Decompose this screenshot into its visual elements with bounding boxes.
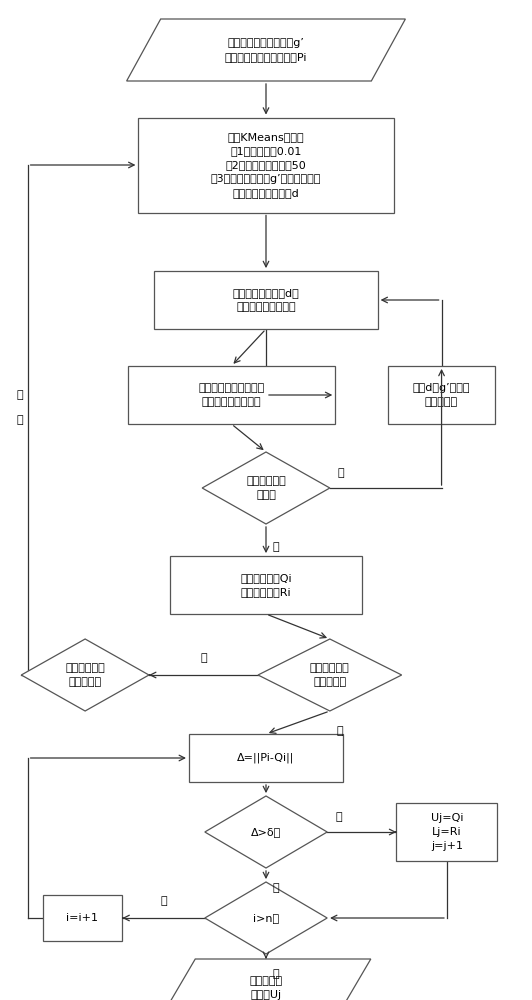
Text: 否: 否 (200, 653, 207, 663)
Polygon shape (127, 19, 405, 81)
Text: i=i+1: i=i+1 (66, 913, 98, 923)
Polygon shape (21, 639, 149, 711)
Text: 是: 是 (272, 883, 279, 893)
Bar (43, 895, 122, 941)
Polygon shape (161, 959, 371, 1000)
Text: 设置d为g’的下一
个光谱矢量: 设置d为g’的下一 个光谱矢量 (413, 383, 470, 407)
Text: 否: 否 (335, 812, 342, 822)
Text: 是: 是 (272, 969, 279, 979)
Bar (154, 271, 378, 329)
Text: 是: 是 (336, 726, 343, 736)
Text: Uj=Qi
Lj=Ri
j=j+1: Uj=Qi Lj=Ri j=j+1 (430, 813, 463, 851)
Text: 将该光谱矢量归到距离
最短的中心所在的类: 将该光谱矢量归到距离 最短的中心所在的类 (198, 383, 264, 407)
Bar (138, 117, 394, 213)
Bar (388, 366, 495, 424)
Polygon shape (205, 796, 327, 868)
Text: 否: 否 (17, 390, 23, 400)
Bar (396, 803, 497, 861)
Text: 否: 否 (160, 896, 167, 906)
Polygon shape (258, 639, 402, 711)
Text: 调整格式后的遥感图像g’
光谱标记库中的光谱标记Pi: 调整格式后的遥感图像g’ 光谱标记库中的光谱标记Pi (225, 38, 307, 62)
Text: 计算每类中心Qi
各中心类别号Ri: 计算每类中心Qi 各中心类别号Ri (240, 573, 292, 597)
Text: Δ>δ？: Δ>δ？ (251, 827, 281, 837)
Bar (189, 734, 343, 782)
Bar (128, 366, 335, 424)
Text: 是否最后一个
样本点: 是否最后一个 样本点 (246, 476, 286, 500)
Text: 中心变化是否
小于阈值？: 中心变化是否 小于阈值？ (310, 663, 350, 687)
Bar (170, 556, 362, 614)
Text: 调整后的光
谱标记Uj: 调整后的光 谱标记Uj (250, 976, 282, 1000)
Text: Δ=||Pi-Qi||: Δ=||Pi-Qi|| (237, 753, 295, 763)
Text: 是否满足最高
迭代次数？: 是否满足最高 迭代次数？ (65, 663, 105, 687)
Polygon shape (205, 882, 327, 954)
Text: 是: 是 (272, 542, 279, 552)
Text: 否: 否 (338, 468, 344, 478)
Text: 设置KMeans参数：
（1）收敛系数0.01
（2）最大迭代次数：50
（3）选定遥感图像g’的第一个光谱
矢量为当前光谱矢量d: 设置KMeans参数： （1）收敛系数0.01 （2）最大迭代次数：50 （3）… (211, 132, 321, 198)
Text: 计算当前光谱矢量d到
各类中心的余弦距离: 计算当前光谱矢量d到 各类中心的余弦距离 (232, 288, 300, 312)
Polygon shape (202, 452, 330, 524)
Text: i>n？: i>n？ (253, 913, 279, 923)
Text: 是: 是 (17, 415, 23, 425)
